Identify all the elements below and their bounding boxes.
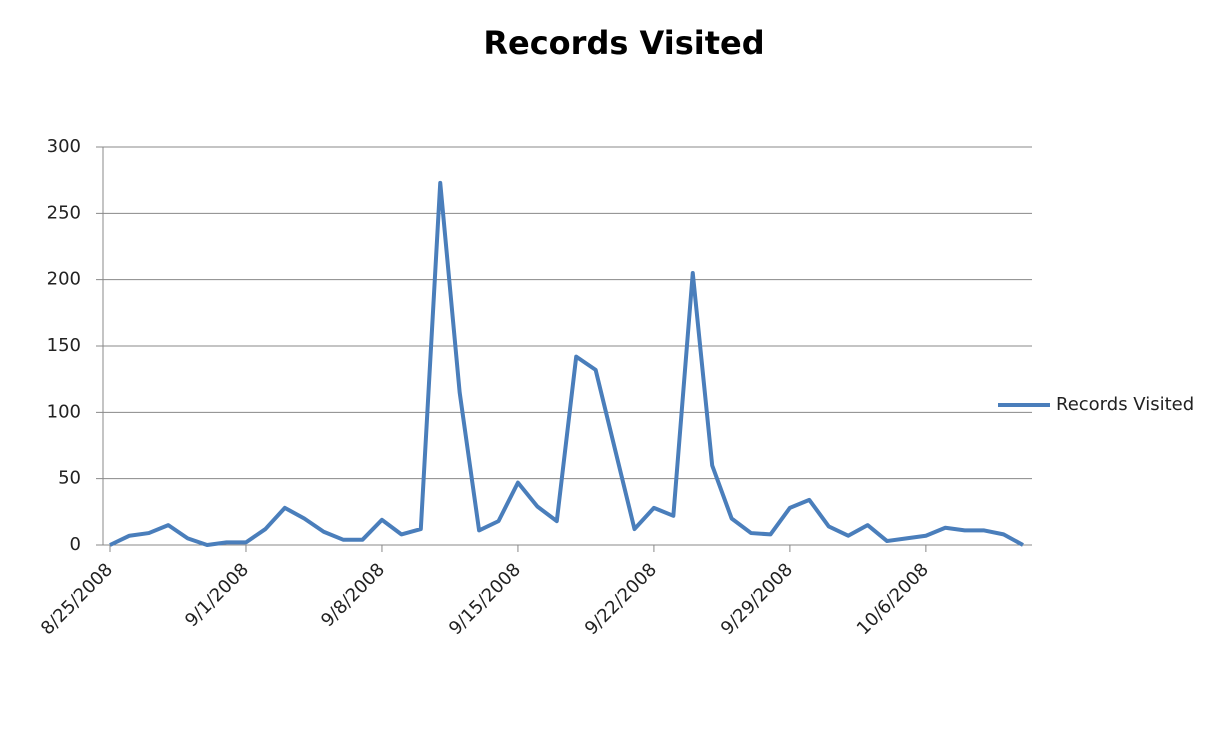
x-tick-label: 9/15/2008: [445, 559, 525, 639]
chart-title: Records Visited: [483, 24, 764, 62]
y-tick-label: 150: [47, 335, 81, 356]
y-tick-label: 250: [47, 202, 81, 223]
series-line: [109, 180, 1024, 547]
x-tick-label: 10/6/2008: [853, 559, 933, 639]
y-tick-label: 50: [58, 468, 81, 489]
y-tick-label: 300: [47, 136, 81, 157]
x-tick-label: 8/25/2008: [37, 559, 117, 639]
legend-label: Records Visited: [1056, 394, 1194, 415]
y-tick-label: 100: [47, 401, 81, 422]
y-tick-label: 200: [47, 269, 81, 290]
x-tick-label: 9/8/2008: [317, 559, 389, 631]
x-tick-label: 9/22/2008: [581, 559, 661, 639]
x-tick-label: 9/1/2008: [181, 559, 253, 631]
x-tick-label: 9/29/2008: [717, 559, 797, 639]
y-tick-label: 0: [70, 534, 81, 555]
